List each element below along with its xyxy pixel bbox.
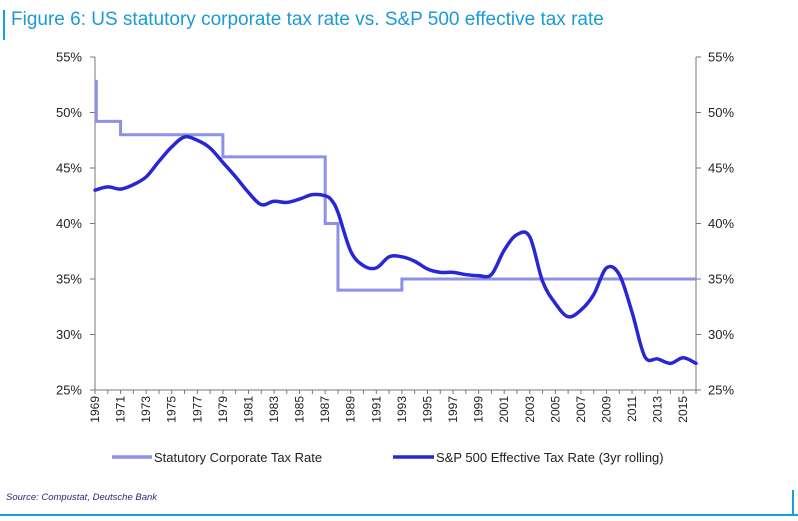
x-tick-label: 1975 (165, 396, 179, 423)
x-tick-label: 1971 (114, 396, 128, 423)
x-tick-label: 1977 (190, 396, 204, 423)
x-tick-label: 1989 (344, 396, 358, 423)
title-accent-bar (3, 10, 5, 40)
y-tick-label-right: 55% (708, 50, 734, 65)
x-tick-label: 1983 (267, 396, 281, 423)
chart: 55% 50% 45% 40% 35% 30% 25% 55% 50% 45% 40% 35% 30%… (56, 50, 734, 466)
y-tick-label-left: 50% (56, 105, 82, 120)
y-tick-label-left: 25% (56, 383, 82, 398)
x-tick-label: 2011 (625, 396, 639, 422)
y-tick-label-left: 35% (56, 272, 82, 287)
y-tick-label-left: 55% (56, 50, 82, 65)
legend-label-statutory: Statutory Corporate Tax Rate (154, 450, 322, 465)
x-tick-label: 1987 (318, 396, 332, 423)
y-tick-label-left: 40% (56, 216, 82, 231)
y-tick-label-left: 30% (56, 327, 82, 342)
x-tick-label: 1981 (241, 396, 255, 423)
sp500-effective-tax-rate-line (93, 134, 698, 366)
y-tick-label-right: 30% (708, 327, 734, 342)
frame-bottom-bar (0, 514, 798, 516)
x-tick-label: 1973 (139, 396, 153, 423)
frame-right-bar (792, 490, 794, 514)
statutory-tax-rate-line (94, 79, 696, 292)
x-tick-label: 1979 (216, 396, 230, 423)
x-tick-label: 1995 (420, 396, 434, 423)
y-tick-label-right: 25% (708, 383, 734, 398)
x-tick-label: 2007 (574, 396, 588, 423)
x-tick-label: 1985 (293, 396, 307, 423)
y-tick-label-right: 35% (708, 272, 734, 287)
x-tick-label: 1991 (369, 396, 383, 423)
x-tick-label: 2005 (548, 396, 562, 423)
legend-label-effective: S&P 500 Effective Tax Rate (3yr rolling) (436, 450, 664, 465)
x-tick-label: 1993 (395, 396, 409, 423)
chart-title: Figure 6: US statutory corporate tax rat… (11, 9, 604, 30)
x-tick-label: 1999 (472, 396, 486, 423)
y-tick-label-right: 40% (708, 216, 734, 231)
x-tick-label: 2015 (676, 396, 690, 423)
y-tick-label-right: 45% (708, 161, 734, 176)
source-note: Source: Compustat, Deutsche Bank (6, 492, 158, 503)
y-tick-label-right: 50% (708, 105, 734, 120)
x-tick-label: 2001 (497, 396, 511, 423)
x-tick-label: 1969 (88, 396, 102, 423)
x-tick-label: 2013 (651, 396, 665, 423)
x-tick-label: 2003 (523, 396, 537, 423)
x-tick-label: 1997 (446, 396, 460, 423)
y-tick-label-left: 45% (56, 161, 82, 176)
x-tick-label: 2009 (599, 396, 613, 423)
